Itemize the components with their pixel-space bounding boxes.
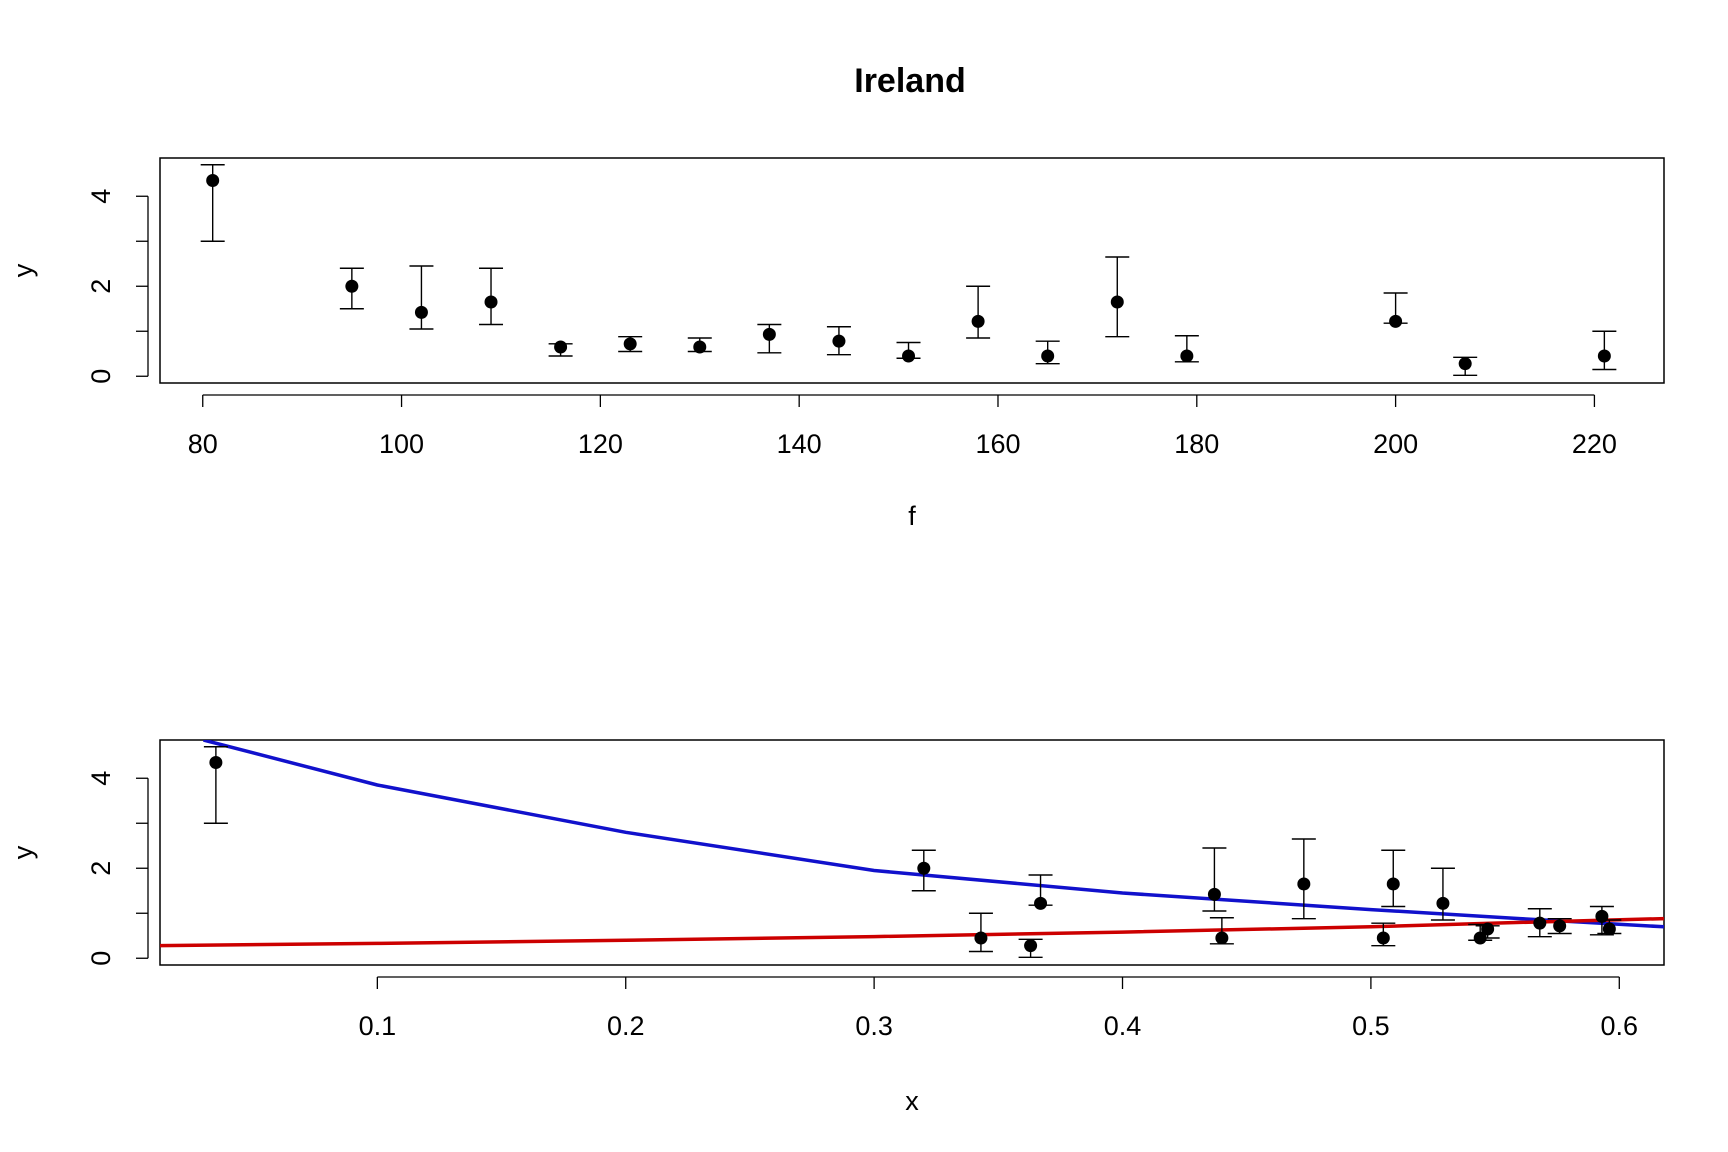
x-tick-label: 120 [578, 429, 623, 459]
data-point [693, 340, 707, 354]
data-point [1180, 349, 1194, 363]
data-point [1110, 295, 1124, 309]
data-point [484, 295, 498, 309]
data-point [1553, 919, 1567, 933]
y-tick-label: 4 [86, 771, 116, 786]
data-point [762, 327, 776, 341]
data-point [1597, 349, 1611, 363]
x-tick-label: 160 [975, 429, 1020, 459]
data-point [1436, 896, 1450, 910]
y-axis-title: y [8, 263, 38, 277]
data-point [1376, 931, 1390, 945]
plot-frame [159, 157, 1665, 384]
data-point [1533, 916, 1547, 930]
data-point [1207, 887, 1221, 901]
data-point [1215, 931, 1229, 945]
plot-title: Ireland [854, 62, 965, 100]
x-tick-label: 220 [1572, 429, 1617, 459]
data-point [414, 305, 428, 319]
data-point [206, 174, 220, 187]
data-point [623, 337, 637, 351]
y-tick-label: 2 [86, 861, 116, 876]
x-tick-label: 0.3 [855, 1011, 893, 1041]
data-point [1386, 877, 1400, 891]
data-point [1297, 877, 1311, 891]
plot-frame [159, 739, 1665, 966]
x-tick-label: 0.1 [359, 1011, 397, 1041]
x-axis-title: f [908, 501, 916, 531]
data-point [1602, 922, 1616, 936]
x-tick-label: 140 [777, 429, 822, 459]
x-tick-label: 0.6 [1601, 1011, 1639, 1041]
red-fit-curve [160, 916, 1664, 948]
x-tick-label: 0.4 [1104, 1011, 1142, 1041]
data-point [1041, 349, 1055, 363]
data-point [1034, 896, 1048, 910]
x-tick-label: 0.5 [1352, 1011, 1390, 1041]
y-tick-label: 2 [86, 279, 116, 294]
data-point [1481, 922, 1495, 936]
data-point [971, 314, 985, 328]
x-tick-label: 0.2 [607, 1011, 645, 1041]
x-axis-title: x [905, 1086, 919, 1116]
data-point [917, 861, 931, 875]
data-point [209, 756, 223, 769]
data-point [974, 931, 988, 945]
y-tick-label: 0 [86, 369, 116, 384]
x-tick-label: 100 [379, 429, 424, 459]
x-tick-label: 180 [1174, 429, 1219, 459]
blue-fit-curve [203, 740, 1664, 929]
data-point [345, 279, 359, 293]
data-point [1389, 314, 1403, 328]
bottom-panel: 0.1 0.2 0.3 0.4 0.5 0.6 0 2 4 x y [8, 739, 1665, 1116]
data-point [1458, 357, 1472, 371]
top-panel: 80 100 120 140 160 180 200 220 0 2 4 f y [8, 157, 1665, 531]
y-tick-label: 4 [86, 189, 116, 204]
y-axis-title: y [8, 845, 38, 859]
data-point [902, 349, 916, 363]
data-point [832, 334, 846, 348]
data-point [1595, 909, 1609, 923]
x-tick-label: 80 [188, 429, 218, 459]
y-tick-label: 0 [86, 951, 116, 966]
x-tick-label: 200 [1373, 429, 1418, 459]
data-point [554, 340, 568, 354]
data-point [1024, 939, 1038, 953]
